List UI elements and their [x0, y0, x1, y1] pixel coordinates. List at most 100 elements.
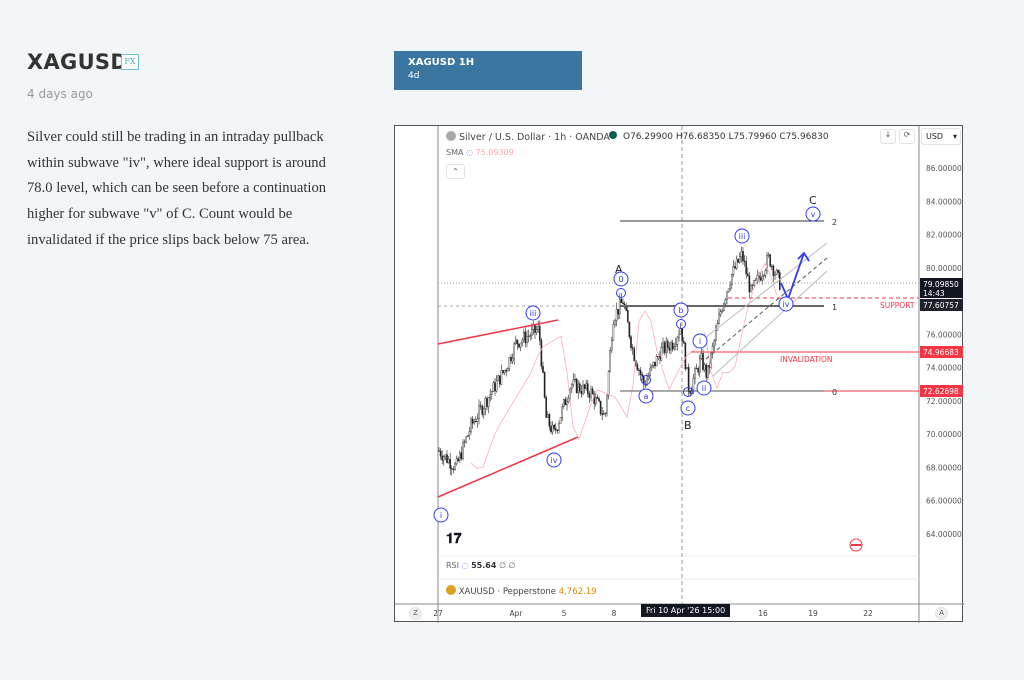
candle	[655, 356, 658, 367]
candle	[583, 384, 586, 389]
candle	[482, 408, 485, 415]
candle	[716, 323, 719, 331]
wave-label: b	[678, 306, 683, 315]
price-tick: 66.00000	[926, 497, 962, 506]
candle	[604, 412, 607, 414]
rsi-legend[interactable]: RSI ◌ 55.64 ∅ ∅	[446, 561, 516, 570]
candle	[633, 348, 636, 361]
price-tick: 86.00000	[926, 164, 962, 173]
price-tick: 82.00000	[926, 231, 962, 240]
candle	[441, 456, 443, 461]
crosshair-time-label: Fri 10 Apr '26 15:00	[641, 604, 731, 617]
candle	[718, 314, 720, 324]
candle	[670, 342, 672, 351]
currency-select[interactable]: USD ▾	[921, 128, 961, 145]
wave-circle	[433, 507, 449, 523]
candle	[692, 378, 695, 390]
rsi-icon: ◌	[461, 561, 469, 570]
candle	[700, 353, 703, 359]
candle	[484, 398, 487, 410]
arrowhead-icon	[797, 251, 810, 262]
candle	[694, 368, 696, 379]
auto-scale-button[interactable]: A	[935, 607, 948, 620]
zoom-button[interactable]: Z	[409, 607, 422, 620]
candle	[723, 303, 725, 311]
zero-badge	[920, 385, 963, 397]
candle	[498, 375, 501, 385]
candle	[687, 367, 690, 392]
market-status-icon	[609, 131, 617, 139]
candle	[719, 311, 722, 315]
channel-mid	[705, 257, 828, 360]
sma-line	[470, 262, 778, 469]
wave-label: iii	[739, 232, 746, 241]
sma-legend[interactable]: SMA ◌ 75.09309	[446, 148, 514, 157]
wave-label: iv	[783, 300, 790, 309]
candle	[617, 308, 620, 315]
candle	[662, 342, 664, 348]
trendline-lower	[437, 436, 579, 498]
candle	[574, 379, 576, 381]
candle	[582, 384, 584, 394]
candle	[511, 358, 514, 362]
chart-tab[interactable]: XAGUSD 1H 4d	[394, 51, 582, 90]
last-price-badge	[920, 278, 963, 298]
post-title: XAGUSD	[27, 50, 129, 74]
candle	[742, 251, 744, 262]
wave-circle	[546, 452, 562, 468]
candle	[546, 414, 549, 418]
price-tick: 74.00000	[926, 364, 962, 373]
candle	[665, 341, 668, 353]
candle	[699, 358, 701, 373]
compare-legend[interactable]: XAUUSD · Pepperstone 4,762.19	[446, 585, 597, 597]
candle	[468, 431, 471, 436]
candle	[466, 435, 469, 438]
candle	[609, 350, 612, 372]
refresh-icon[interactable]: ⟳	[899, 129, 915, 144]
candle	[614, 320, 616, 325]
wave-circle	[673, 302, 689, 318]
candle	[439, 450, 442, 457]
candle	[575, 379, 578, 393]
price-chart[interactable]: wavetraders.com86.0000084.0000082.000008…	[394, 125, 964, 623]
candle	[764, 270, 767, 276]
candle	[457, 458, 459, 461]
candle	[534, 325, 536, 333]
price-tick: 68.00000	[926, 463, 962, 472]
candle	[444, 454, 447, 458]
collapse-legend-button[interactable]: ⌃	[446, 164, 465, 179]
tradingview-logo[interactable]: 𝟏𝟕	[446, 531, 462, 547]
chart-tab-subtitle: 4d	[408, 71, 420, 81]
candle	[724, 299, 727, 305]
candle	[641, 374, 644, 377]
candle	[689, 391, 692, 394]
candle	[771, 265, 773, 267]
chart-canvas[interactable]: wavetraders.com86.0000084.0000082.000008…	[395, 126, 964, 623]
candle	[731, 274, 733, 286]
candle	[513, 343, 515, 359]
pivot-marker	[616, 288, 626, 298]
candle	[654, 361, 656, 367]
candle	[755, 278, 757, 281]
candle	[745, 261, 748, 275]
wave-circle	[805, 206, 821, 222]
candle	[526, 336, 528, 344]
candle	[487, 397, 490, 407]
gold-icon	[446, 585, 456, 595]
last-price: 79.09850	[923, 280, 959, 289]
candle	[772, 265, 775, 276]
candle	[735, 258, 738, 269]
time-tick: 16	[758, 609, 768, 618]
time-tick: 22	[863, 609, 873, 618]
wave-circle	[734, 228, 750, 244]
candle	[518, 343, 520, 348]
wave-label: ii	[702, 384, 706, 393]
candle	[447, 459, 450, 463]
candle	[777, 269, 780, 273]
wave-circle	[696, 380, 712, 396]
download-icon[interactable]: ↓	[880, 129, 896, 144]
fx-badge[interactable]: FX	[121, 54, 139, 70]
wave-circle	[778, 296, 794, 312]
wave-label-B: B	[684, 419, 692, 432]
candle	[766, 255, 768, 271]
